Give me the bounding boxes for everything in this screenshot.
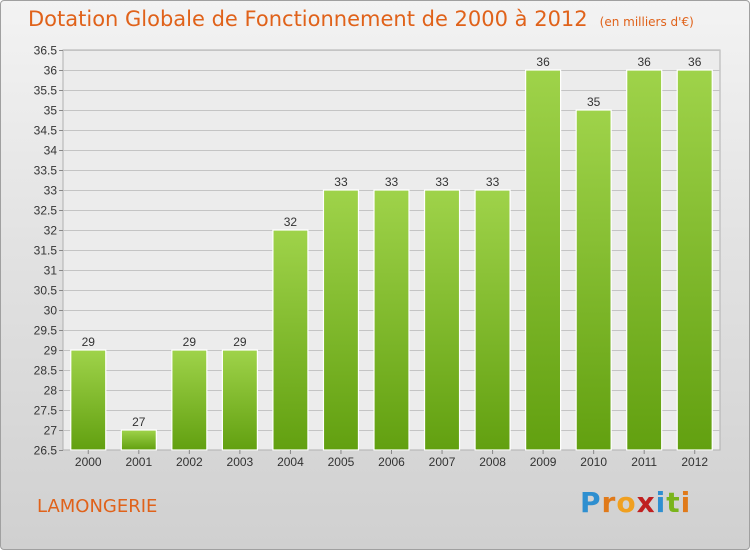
y-tick-label: 28 [44,384,58,398]
logo-letter: P [580,486,602,519]
x-tick-label: 2004 [277,455,304,469]
y-tick-label: 33 [44,184,58,198]
logo-letter: r [601,486,617,519]
x-tick-label: 2007 [429,455,456,469]
chart-title-text: Dotation Globale de Fonctionnement de 20… [28,7,588,31]
y-tick-label: 35 [44,104,58,118]
data-label: 36 [638,55,652,69]
x-tick-label: 2008 [479,455,506,469]
proxiti-logo: Proxiti [580,486,691,519]
bar [272,229,309,451]
y-tick-label: 28.5 [34,364,58,378]
y-tick-label: 32 [44,224,58,238]
bar [322,189,360,451]
y-tick-label: 36 [44,64,58,78]
data-label: 27 [132,415,146,429]
y-tick-label: 26.5 [34,444,58,458]
commune-name: LAMONGERIE [37,496,158,517]
y-tick-label: 32.5 [34,204,58,218]
bar [474,189,511,451]
bar [423,189,461,451]
x-tick-label: 2011 [631,455,657,469]
x-tick-label: 2003 [227,455,254,469]
data-label: 33 [435,175,449,189]
y-tick-label: 27 [44,424,58,438]
logo-letter: t [666,486,681,519]
chart-subtitle: (en milliers d'€) [599,15,694,29]
logo-letter: i [655,486,667,519]
data-label: 36 [536,55,550,69]
x-tick-label: 2012 [681,455,708,469]
x-tick-label: 2002 [176,455,203,469]
bar [373,189,410,451]
data-label: 33 [486,175,500,189]
data-label: 36 [688,55,702,69]
logo-letter: i [680,486,692,519]
bar [525,69,562,451]
y-tick-label: 27.5 [34,404,58,418]
y-tick-label: 30.5 [34,284,58,298]
bar [676,69,713,451]
y-tick-label: 34 [44,144,58,158]
y-tick-label: 29.5 [34,324,58,338]
y-tick-label: 31.5 [34,244,58,258]
y-tick-label: 31 [44,264,58,278]
bar [575,109,612,451]
data-label: 29 [233,335,247,349]
logo-letter: x [636,486,656,519]
y-tick-label: 35.5 [34,84,58,98]
chart-title: Dotation Globale de Fonctionnement de 20… [28,7,694,31]
x-tick-label: 2001 [125,455,152,469]
y-tick-label: 33.5 [34,164,58,178]
data-label: 35 [587,95,601,109]
data-label: 29 [183,335,197,349]
data-label: 32 [284,215,298,229]
y-tick-label: 29 [44,344,58,358]
data-label: 33 [334,175,348,189]
x-tick-label: 2005 [328,455,355,469]
bar [120,429,157,451]
y-tick-label: 36.5 [34,44,58,58]
x-tick-label: 2010 [580,455,607,469]
y-tick-label: 34.5 [34,124,58,138]
bar [221,349,258,451]
logo-letter: o [616,486,637,519]
data-label: 29 [82,335,96,349]
x-tick-label: 2009 [530,455,557,469]
x-tick-label: 2006 [378,455,405,469]
x-tick-label: 2000 [75,455,102,469]
bar [626,69,663,451]
bar [171,349,208,451]
data-label: 33 [385,175,399,189]
y-tick-label: 30 [44,304,58,318]
bar [70,349,107,451]
